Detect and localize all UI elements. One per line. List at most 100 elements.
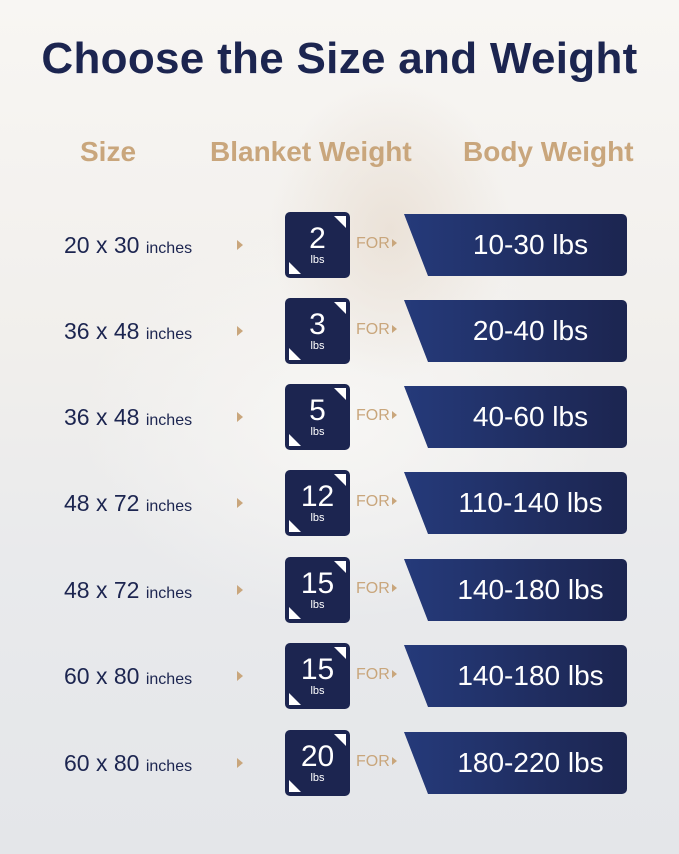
corner-icon [289,434,301,446]
size-value: 60 x 80 [64,663,140,689]
weight-value: 2 [309,222,326,255]
for-label: FOR [356,580,397,598]
size-row: 36 x 48 inches 5 lbs FOR 40-60 lbs [0,384,679,450]
arrow-icon [391,757,397,765]
size-label: 20 x 30 inches [64,232,192,259]
body-weight-banner: 140-180 lbs [404,559,627,621]
blanket-weight-badge: 15 lbs [285,643,350,709]
corner-icon [334,388,346,400]
size-label: 60 x 80 inches [64,663,192,690]
arrow-icon [391,411,397,419]
blanket-weight-badge: 12 lbs [285,470,350,536]
blanket-weight-badge: 2 lbs [285,212,350,278]
corner-icon [289,348,301,360]
size-label: 48 x 72 inches [64,490,192,517]
body-weight-banner: 40-60 lbs [404,386,627,448]
size-unit: inches [145,498,193,515]
corner-icon [334,216,346,228]
weight-unit: lbs [310,685,325,697]
for-label: FOR [356,753,397,771]
blanket-weight-badge: 3 lbs [285,298,350,364]
size-value: 60 x 80 [64,750,140,776]
arrow-icon [237,412,243,422]
size-label: 36 x 48 inches [64,404,192,431]
for-label: FOR [356,666,397,684]
blanket-weight-badge: 20 lbs [285,730,350,796]
corner-icon [289,607,301,619]
for-text: FOR [356,235,390,252]
size-value: 48 x 72 [64,577,140,603]
size-value: 48 x 72 [64,490,140,516]
for-text: FOR [356,321,390,338]
size-unit: inches [145,671,193,688]
page-title: Choose the Size and Weight [41,34,638,83]
weight-value: 15 [300,653,335,686]
header-body-weight: Body Weight [463,136,634,167]
body-weight-banner: 110-140 lbs [404,472,627,534]
arrow-icon [237,758,243,768]
blanket-weight-badge: 5 lbs [285,384,350,450]
body-weight-banner: 20-40 lbs [404,300,627,362]
for-label: FOR [356,407,397,425]
size-row: 60 x 80 inches 15 lbs FOR 140-180 lbs [0,643,679,709]
corner-icon [334,302,346,314]
corner-icon [289,780,301,792]
for-text: FOR [356,753,390,770]
arrow-icon [391,239,397,247]
size-value: 20 x 30 [64,232,140,258]
corner-icon [289,520,301,532]
arrow-icon [391,584,397,592]
for-label: FOR [356,321,397,339]
arrow-icon [237,326,243,336]
arrow-icon [237,240,243,250]
weight-value: 5 [309,394,326,427]
weight-value: 20 [300,740,335,773]
blanket-weight-badge: 15 lbs [285,557,350,623]
body-weight-banner: 180-220 lbs [404,732,627,794]
body-weight-banner: 10-30 lbs [404,214,627,276]
arrow-icon [391,497,397,505]
weight-unit: lbs [310,599,325,611]
for-text: FOR [356,580,390,597]
size-label: 48 x 72 inches [64,577,192,604]
size-unit: inches [145,585,193,602]
for-label: FOR [356,235,397,253]
weight-unit: lbs [310,426,325,438]
weight-value: 3 [309,308,326,341]
header-size: Size [80,136,137,167]
arrow-icon [237,498,243,508]
size-value: 36 x 48 [64,318,140,344]
arrow-icon [237,671,243,681]
size-unit: inches [145,326,193,343]
corner-icon [289,262,301,274]
arrow-icon [237,585,243,595]
for-text: FOR [356,666,390,683]
size-unit: inches [145,412,193,429]
arrow-icon [391,325,397,333]
weight-value: 12 [300,480,335,513]
size-row: 36 x 48 inches 3 lbs FOR 20-40 lbs [0,298,679,364]
corner-icon [334,734,346,746]
weight-unit: lbs [310,340,325,352]
size-unit: inches [145,240,193,257]
weight-value: 15 [300,567,335,600]
size-value: 36 x 48 [64,404,140,430]
weight-unit: lbs [310,772,325,784]
size-row: 60 x 80 inches 20 lbs FOR 180-220 lbs [0,730,679,796]
corner-icon [334,647,346,659]
size-label: 36 x 48 inches [64,318,192,345]
weight-unit: lbs [310,512,325,524]
for-label: FOR [356,493,397,511]
size-row: 20 x 30 inches 2 lbs FOR 10-30 lbs [0,212,679,278]
for-text: FOR [356,493,390,510]
corner-icon [334,561,346,573]
weight-unit: lbs [310,254,325,266]
header-blanket-weight: Blanket Weight [210,136,412,167]
size-label: 60 x 80 inches [64,750,192,777]
corner-icon [334,474,346,486]
body-weight-banner: 140-180 lbs [404,645,627,707]
corner-icon [289,693,301,705]
arrow-icon [391,670,397,678]
size-row: 48 x 72 inches 12 lbs FOR 110-140 lbs [0,470,679,536]
for-text: FOR [356,407,390,424]
